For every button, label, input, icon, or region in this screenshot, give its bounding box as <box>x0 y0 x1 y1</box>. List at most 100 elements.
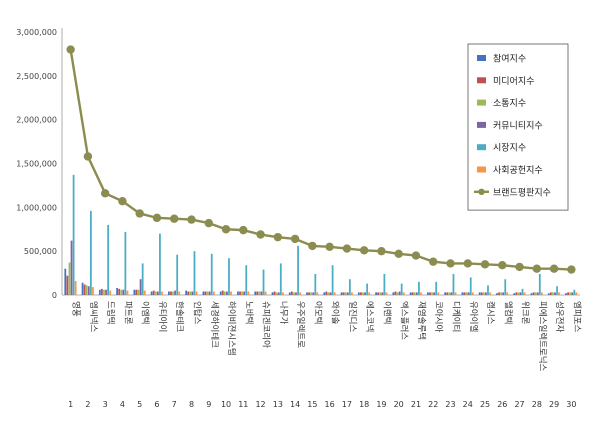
line-point-2 <box>83 152 93 161</box>
line-point-25 <box>480 260 490 269</box>
bar-사회공헌지수-22 <box>437 292 440 295</box>
x-category-label: 파트론 <box>122 301 132 325</box>
line-point-22 <box>429 257 438 266</box>
line-point-16 <box>325 242 334 251</box>
legend-swatch <box>477 99 486 106</box>
bar-참여지수-11 <box>237 291 239 295</box>
legend-box <box>467 43 569 211</box>
x-index-label: 15 <box>307 400 317 409</box>
bar-커뮤니티지수-29 <box>554 292 556 295</box>
y-tick-label: 3,000,000 <box>16 28 57 37</box>
bar-시장지수-14 <box>297 245 299 295</box>
x-index-label: 19 <box>376 400 386 409</box>
line-point-13 <box>273 232 283 242</box>
bar-참여지수-13 <box>271 292 274 295</box>
bar-소통지수-11 <box>241 291 243 295</box>
x-index-label: 3 <box>103 400 108 409</box>
line-point-27 <box>515 262 524 272</box>
bar-소통지수-5 <box>137 289 140 295</box>
bar-사회공헌지수-23 <box>454 292 457 295</box>
y-tick-label: 2,500,000 <box>16 72 57 81</box>
x-category-label: 엠씨넥스 <box>88 301 99 332</box>
bar-시장지수-13 <box>279 263 282 295</box>
bar-사회공헌지수-5 <box>143 290 146 295</box>
x-category-label: 한솔테크 <box>174 301 184 332</box>
bar-미디어지수-1 <box>66 275 69 295</box>
x-index-label: 7 <box>172 400 177 409</box>
bar-소통지수-29 <box>552 292 554 295</box>
y-tick-label: 1,500,000 <box>16 160 57 169</box>
bar-시장지수-25 <box>487 285 489 295</box>
bar-참여지수-29 <box>547 293 550 295</box>
x-category-label: 재영솔루텍 <box>416 301 427 340</box>
bar-시장지수-11 <box>245 265 248 295</box>
bar-사회공헌지수-12 <box>264 291 267 295</box>
bar-미디어지수-19 <box>377 292 380 295</box>
bar-시장지수-26 <box>504 279 507 295</box>
x-category-label: 유아이엘 <box>468 301 479 332</box>
bar-시장지수-21 <box>418 281 420 295</box>
bar-미디어지수-6 <box>152 290 155 295</box>
bar-소통지수-27 <box>517 292 520 295</box>
bar-참여지수-14 <box>288 292 291 295</box>
x-category-label: 이랜텍 <box>381 301 392 324</box>
y-tick-label: 1,000,000 <box>16 203 57 212</box>
bar-커뮤니티지수-23 <box>450 292 453 295</box>
line-point-26 <box>498 260 507 270</box>
bar-커뮤니티지수-14 <box>295 292 297 295</box>
bar-소통지수-20 <box>396 292 399 295</box>
bar-참여지수-10 <box>219 291 222 295</box>
bar-시장지수-16 <box>331 265 334 295</box>
x-index-label: 26 <box>497 400 507 409</box>
bar-커뮤니티지수-4 <box>122 289 125 295</box>
bar-참여지수-2 <box>81 282 84 295</box>
y-tick-label: 0 <box>52 291 57 300</box>
bar-사회공헌지수-16 <box>333 292 336 295</box>
x-index-label: 8 <box>189 400 194 409</box>
line-point-3 <box>100 189 110 198</box>
line-point-15 <box>308 241 317 251</box>
x-category-label: 일진디스 <box>347 301 358 332</box>
bar-참여지수-20 <box>392 292 395 295</box>
bar-미디어지수-20 <box>394 291 397 295</box>
bar-소통지수-28 <box>534 292 537 295</box>
bar-사회공헌지수-25 <box>489 292 491 295</box>
bar-사회공헌지수-29 <box>558 292 561 295</box>
bar-소통지수-17 <box>344 292 347 295</box>
bar-시장지수-15 <box>314 273 317 295</box>
bar-사회공헌지수-10 <box>230 291 232 295</box>
bar-미디어지수-7 <box>170 291 172 295</box>
legend-swatch <box>477 77 486 84</box>
bar-커뮤니티지수-24 <box>467 292 470 295</box>
bar-미디어지수-24 <box>463 292 466 295</box>
line-point-7 <box>170 214 179 223</box>
x-index-label: 22 <box>428 400 438 409</box>
bar-커뮤니티지수-18 <box>364 292 366 295</box>
x-index-label: 18 <box>359 400 369 409</box>
bar-시장지수-2 <box>89 210 92 295</box>
legend-swatch <box>477 144 486 151</box>
bar-미디어지수-23 <box>446 292 449 295</box>
bar-커뮤니티지수-15 <box>312 292 315 295</box>
bar-커뮤니티지수-20 <box>398 291 401 295</box>
line-point-29 <box>549 264 559 273</box>
bar-미디어지수-12 <box>256 291 259 295</box>
x-category-label: 슈피겐코리아 <box>261 301 272 348</box>
bar-커뮤니티지수-16 <box>329 292 332 295</box>
bar-사회공헌지수-4 <box>126 290 129 295</box>
x-category-label: 드림텍 <box>105 301 116 324</box>
bar-참여지수-19 <box>375 292 377 295</box>
x-category-label: 인탑스 <box>192 301 203 325</box>
bar-미디어지수-21 <box>411 292 414 295</box>
line-point-20 <box>394 249 403 258</box>
bar-사회공헌지수-2 <box>92 287 94 295</box>
bar-사회공헌지수-30 <box>575 292 578 295</box>
bar-커뮤니티지수-7 <box>174 290 177 295</box>
line-point-9 <box>204 218 213 228</box>
x-category-label: 나무가 <box>278 301 288 325</box>
legend-label: 브랜드평판지수 <box>493 187 551 198</box>
bar-소통지수-6 <box>154 291 157 295</box>
x-category-label: 아모텍 <box>312 301 323 324</box>
bar-사회공헌지수-19 <box>385 292 388 295</box>
